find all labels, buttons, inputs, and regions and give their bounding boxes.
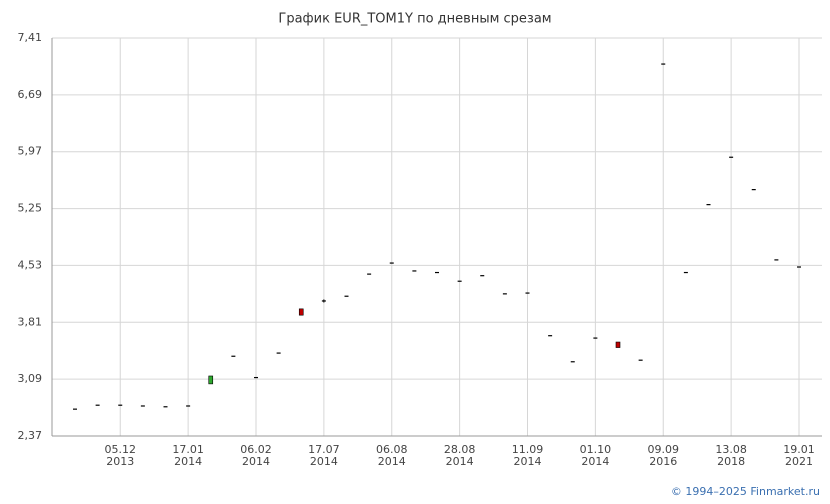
x-tick-year: 2014 <box>581 455 609 468</box>
x-tick-year: 2016 <box>649 455 677 468</box>
x-tick-year: 2014 <box>242 455 270 468</box>
candle-body <box>208 375 214 385</box>
y-tick-label: 3,09 <box>18 372 43 385</box>
x-tick-label: 11.09 <box>512 443 544 456</box>
x-tick-year: 2018 <box>717 455 745 468</box>
y-tick-label: 6,69 <box>18 88 43 101</box>
x-tick-year: 2014 <box>378 455 406 468</box>
x-tick-label: 06.02 <box>240 443 272 456</box>
chart-title: График EUR_TOM1Y по дневным срезам <box>278 12 551 27</box>
y-tick-label: 5,97 <box>18 145 43 158</box>
y-tick-label: 3,81 <box>18 315 43 328</box>
x-tick-label: 06.08 <box>376 443 408 456</box>
y-tick-label: 7,41 <box>18 31 43 44</box>
x-tick-year: 2021 <box>785 455 813 468</box>
x-tick-label: 17.01 <box>172 443 204 456</box>
x-tick-label: 28.08 <box>444 443 476 456</box>
y-tick-label: 5,25 <box>18 202 43 215</box>
x-tick-label: 09.09 <box>648 443 680 456</box>
x-tick-year: 2014 <box>446 455 474 468</box>
y-tick-label: 4,53 <box>18 258 43 271</box>
x-tick-year: 2014 <box>514 455 542 468</box>
footer: © 1994–2025 Finmarket.ru <box>671 485 820 498</box>
x-tick-year: 2014 <box>174 455 202 468</box>
x-tick-label: 01.10 <box>580 443 612 456</box>
x-tick-year: 2014 <box>310 455 338 468</box>
y-tick-label: 2,37 <box>18 429 43 442</box>
x-tick-label: 17.07 <box>308 443 340 456</box>
x-tick-label: 13.08 <box>715 443 747 456</box>
candle-body <box>298 308 304 316</box>
x-tick-label: 19.01 <box>783 443 815 456</box>
x-tick-year: 2013 <box>106 455 134 468</box>
x-tick-label: 05.12 <box>105 443 137 456</box>
candle-body <box>615 341 621 348</box>
